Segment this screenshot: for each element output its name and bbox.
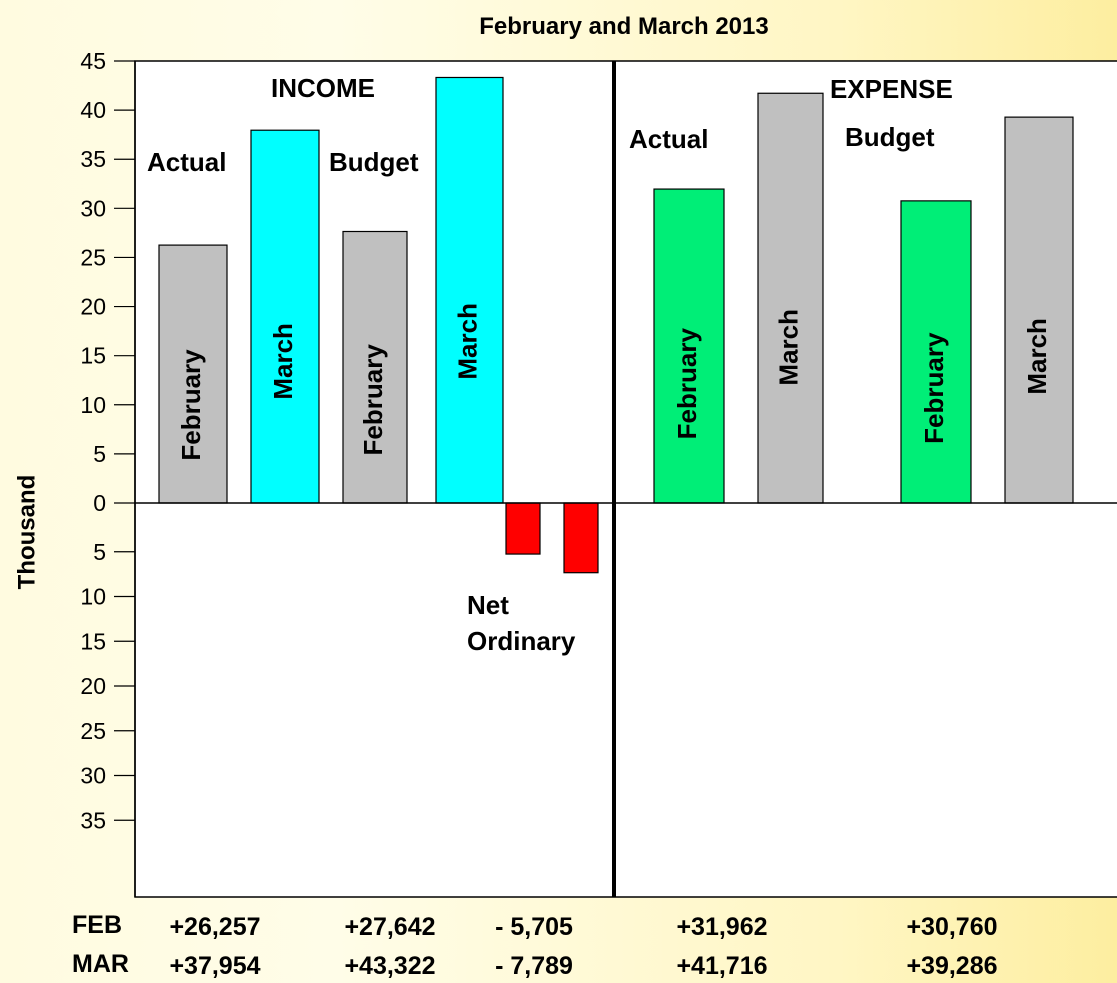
income-group-label: INCOME: [271, 73, 375, 103]
y-tick-label: 20: [80, 294, 106, 320]
y-tick-label: 30: [80, 763, 106, 789]
bar-2: [250, 129, 320, 504]
y-tick-label: 5: [93, 539, 106, 565]
y-axis-label: Thousand: [13, 475, 40, 590]
bar-5: [505, 502, 541, 555]
bar-label: February: [358, 344, 388, 456]
chart-title: February and March 2013: [479, 13, 768, 40]
footer-mar-value: +39,286: [906, 952, 997, 978]
y-tick-label: 5: [93, 441, 106, 467]
y-tick-label: 15: [80, 628, 106, 654]
y-tick-label: 35: [80, 146, 106, 172]
budget-expense-label: Budget: [845, 122, 935, 152]
footer-mar-value: +41,716: [676, 952, 767, 978]
footer-feb-value: +27,642: [344, 913, 435, 941]
bar-4: [435, 76, 504, 504]
bar-label: March: [1022, 318, 1052, 395]
y-tick-label: 25: [80, 718, 106, 744]
expense-group-label: EXPENSE: [830, 74, 953, 104]
bar-label: March: [268, 323, 298, 400]
bar-7: [653, 188, 725, 504]
footer-mar-label: MAR: [72, 950, 129, 978]
bar-label: February: [176, 349, 206, 461]
bar-8: [757, 92, 824, 504]
y-tick-label: 45: [80, 48, 106, 74]
footer-mar-value: - 7,789: [495, 952, 573, 978]
bar-label: February: [919, 332, 949, 444]
actual-expense-label: Actual: [629, 124, 708, 154]
budget-income-label: Budget: [329, 147, 419, 177]
y-tick-label: 40: [80, 97, 106, 123]
footer-feb-label: FEB: [72, 911, 122, 939]
actual-income-label: Actual: [147, 147, 226, 177]
y-tick-label: 20: [80, 673, 106, 699]
bar-1: [158, 244, 228, 504]
y-tick-label: 30: [80, 195, 106, 221]
bar-label: February: [672, 328, 702, 440]
y-tick-label: 10: [80, 584, 106, 610]
y-tick-label: 10: [80, 392, 106, 418]
net-label: Net: [467, 590, 509, 620]
ordinary-label: Ordinary: [467, 626, 576, 656]
footer-feb-value: +26,257: [169, 913, 260, 941]
footer-feb-value: +30,760: [906, 913, 997, 941]
footer-mar-value: +37,954: [169, 952, 260, 978]
y-tick-label: 35: [80, 807, 106, 833]
y-tick-label: 0: [93, 490, 106, 516]
bar-label: March: [773, 309, 803, 386]
bar-6: [563, 502, 599, 574]
bar-9: [900, 200, 972, 504]
bar-10: [1004, 116, 1074, 504]
footer-feb-value: +31,962: [676, 913, 767, 941]
y-tick-label: 25: [80, 244, 106, 270]
y-tick-label: 15: [80, 343, 106, 369]
bar-label: March: [452, 303, 482, 380]
footer-feb-value: - 5,705: [495, 913, 573, 941]
footer-mar-value: +43,322: [344, 952, 435, 978]
